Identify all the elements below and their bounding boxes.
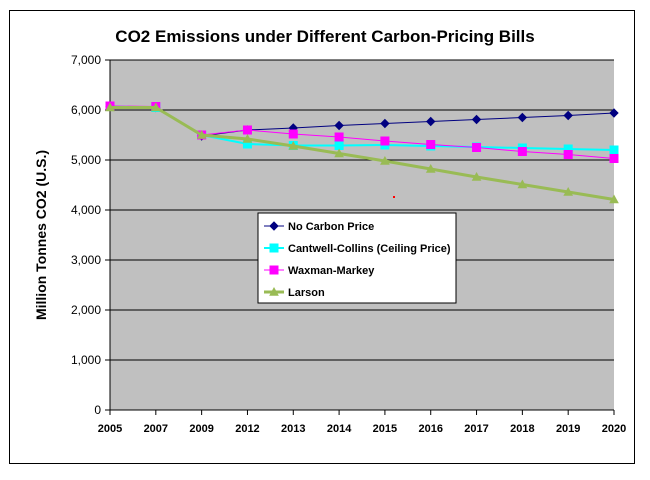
stray-dot — [393, 196, 395, 198]
series-layer — [105, 101, 619, 204]
data-point — [609, 108, 619, 118]
y-tick-label: 2,000 — [71, 303, 101, 317]
x-tick-label: 2013 — [281, 423, 305, 435]
series-larson — [105, 102, 619, 204]
legend-label: No Carbon Price — [288, 221, 374, 233]
data-point — [425, 163, 436, 173]
legend: No Carbon Price Cantwell-Collins (Ceiling… — [257, 212, 457, 304]
data-point — [380, 136, 390, 146]
data-point — [334, 148, 344, 158]
y-tick-label: 7,000 — [71, 53, 101, 67]
data-point — [269, 286, 279, 296]
data-point — [471, 114, 482, 125]
legend-box — [257, 212, 457, 304]
y-tick-label: 0 — [94, 403, 101, 417]
x-tick-label: 2012 — [235, 423, 259, 435]
x-tick-label: 2005 — [98, 423, 122, 435]
legend-label: Cantwell-Collins (Ceiling Price) — [288, 243, 451, 255]
x-tick-label: 2007 — [144, 423, 168, 435]
legend-label: Waxman-Markey — [288, 265, 375, 277]
data-point — [563, 150, 573, 159]
data-point — [105, 102, 115, 112]
axes: 0 1,000 2,000 3,000 4,000 5,000 6,000 7,000 2005… — [71, 53, 626, 435]
data-point — [269, 243, 279, 253]
data-point — [471, 171, 482, 181]
data-point — [150, 102, 161, 112]
data-point — [334, 120, 344, 131]
data-point — [517, 112, 528, 123]
data-point — [288, 129, 298, 139]
x-tick-label: 2016 — [418, 423, 442, 435]
data-point — [472, 143, 482, 152]
legend-item: Cantwell-Collins (Ceiling Price) — [264, 243, 451, 255]
legend-item: No Carbon Price — [264, 221, 374, 233]
data-point — [609, 154, 619, 163]
data-point — [426, 116, 436, 127]
y-axis-label: Million Tonnes CO2 (U.S.) — [33, 150, 49, 320]
data-point — [269, 265, 279, 275]
data-point — [609, 145, 619, 155]
y-tick-label: 4,000 — [71, 203, 101, 217]
legend-item: Larson — [264, 286, 325, 299]
data-point — [334, 132, 344, 142]
data-point — [380, 118, 390, 129]
x-tick-label: 2020 — [602, 423, 626, 435]
x-tick-label: 2014 — [327, 423, 352, 435]
data-point — [517, 147, 527, 156]
data-point — [426, 140, 436, 149]
legend-label: Larson — [288, 287, 325, 299]
data-point — [242, 125, 252, 135]
data-point — [288, 140, 299, 150]
y-tick-label: 1,000 — [71, 353, 101, 367]
data-point — [563, 186, 574, 196]
y-tick-label: 5,000 — [71, 153, 101, 167]
data-point — [517, 179, 528, 189]
data-point — [269, 221, 279, 231]
data-point — [609, 194, 619, 204]
x-tick-label: 2019 — [556, 423, 580, 435]
x-tick-label: 2018 — [510, 423, 534, 435]
data-point — [334, 141, 344, 150]
x-tick-label: 2015 — [373, 423, 397, 435]
chart-title: CO2 Emissions under Different Carbon-Pri… — [115, 27, 534, 46]
y-tick-label: 3,000 — [71, 253, 101, 267]
x-tick-label: 2009 — [189, 423, 213, 435]
legend-item: Waxman-Markey — [264, 265, 375, 277]
data-point — [242, 133, 253, 143]
data-point — [196, 129, 207, 139]
series-line — [110, 106, 615, 201]
data-point — [563, 110, 573, 121]
x-tick-label: 2017 — [464, 423, 488, 435]
y-tick-label: 6,000 — [71, 103, 101, 117]
data-point — [380, 155, 390, 165]
